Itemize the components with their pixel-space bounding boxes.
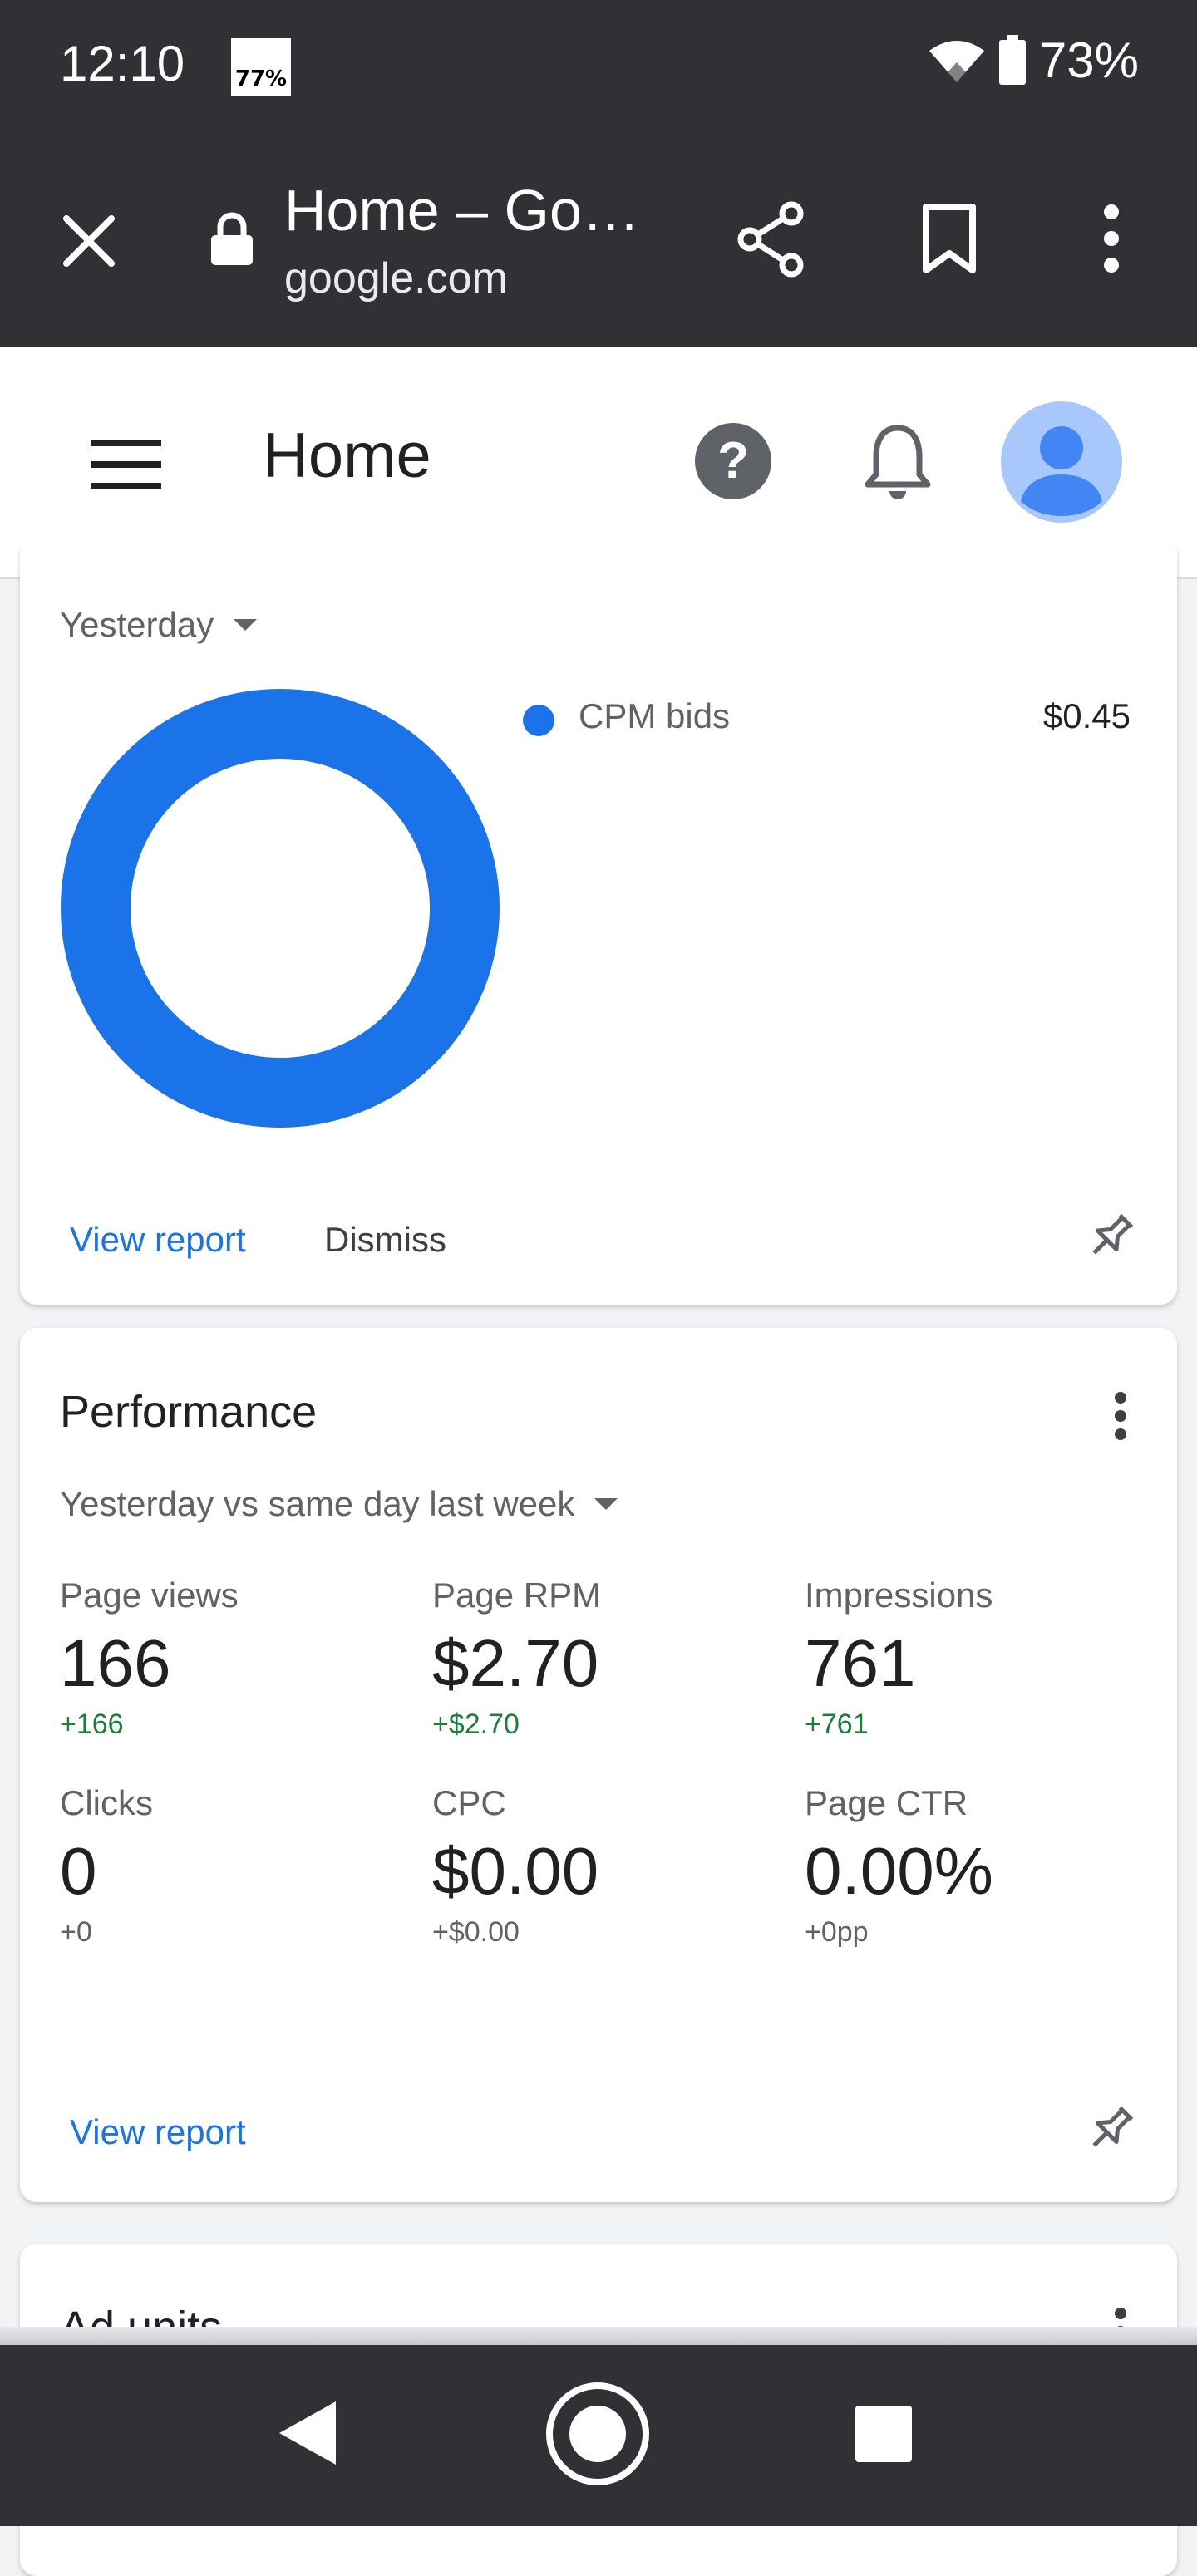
status-indicators: 73% <box>928 32 1139 89</box>
dismiss-button[interactable]: Dismiss <box>324 1220 446 1259</box>
donut-chart <box>61 689 500 1128</box>
metric-change: +761 <box>805 1708 869 1740</box>
notification-badge-text: 77% <box>234 66 288 91</box>
metric-cpc: CPC $0.00 +$0.00 <box>432 1783 798 1949</box>
share-icon[interactable] <box>735 200 806 278</box>
donut-slice-cpm-bids <box>61 689 500 1128</box>
metric-label: Impressions <box>805 1576 993 1615</box>
metric-change: +0 <box>60 1916 92 1948</box>
wifi-icon <box>929 40 984 82</box>
date-range-dropdown[interactable]: Yesterday <box>60 605 258 645</box>
pin-icon[interactable] <box>1084 2102 1137 2156</box>
notification-icon: 77% <box>231 38 291 96</box>
bookmark-icon[interactable] <box>921 204 978 273</box>
url-domain[interactable]: google.com <box>284 254 508 302</box>
browser-toolbar: Home – Go… google.com <box>0 137 1197 347</box>
battery-percent: 73% <box>1038 32 1139 88</box>
status-time: 12:10 <box>60 36 185 91</box>
home-icon[interactable] <box>544 2380 652 2488</box>
more-vert-icon[interactable] <box>1111 1391 1130 1441</box>
metric-change: +0pp <box>805 1916 869 1948</box>
metric-value: 761 <box>805 1626 916 1700</box>
app-header: Home ? <box>0 347 1197 579</box>
metric-value: $2.70 <box>432 1626 599 1700</box>
metric-value: 0.00% <box>805 1834 993 1908</box>
metric-impressions: Impressions 761 +761 <box>805 1576 1170 1741</box>
view-report-button[interactable]: View report <box>70 2112 246 2151</box>
bids-card: Yesterday CPM bids $0.45 View report Dism… <box>20 548 1177 1305</box>
svg-text:?: ? <box>717 432 749 489</box>
battery-icon <box>998 34 1026 85</box>
page-title-in-url-bar[interactable]: Home – Go… <box>284 178 640 243</box>
notifications-bell-icon[interactable] <box>863 423 933 501</box>
close-icon[interactable] <box>60 212 118 270</box>
metric-change: +$2.70 <box>432 1708 520 1740</box>
metric-change: +166 <box>60 1708 124 1740</box>
metric-value: 0 <box>60 1834 97 1908</box>
help-icon[interactable]: ? <box>695 423 771 499</box>
nav-shadow <box>0 2327 1197 2345</box>
metric-clicks: Clicks 0 +0 <box>60 1783 426 1949</box>
legend-value: $0.45 <box>1042 696 1130 735</box>
legend-label: CPM bids <box>579 696 731 735</box>
legend-dot <box>523 705 554 736</box>
metric-change: +$0.00 <box>432 1916 520 1948</box>
more-vert-icon[interactable] <box>1097 204 1126 273</box>
system-nav-bar <box>0 2345 1197 2526</box>
caret-down-icon <box>234 619 258 631</box>
comparison-dropdown[interactable]: Yesterday vs same day last week <box>60 1484 618 1524</box>
metric-value: $0.00 <box>432 1834 599 1908</box>
metric-label: Page views <box>60 1576 239 1615</box>
avatar[interactable] <box>1001 401 1122 523</box>
metric-page-ctr: Page CTR 0.00% +0pp <box>805 1783 1170 1949</box>
pin-icon[interactable] <box>1084 1210 1137 1263</box>
metric-label: Clicks <box>60 1783 153 1822</box>
caret-down-icon <box>594 1498 618 1510</box>
overview-icon[interactable] <box>855 2405 913 2463</box>
metric-label: CPC <box>432 1783 506 1822</box>
page-title: Home <box>263 420 431 491</box>
metric-page-views: Page views 166 +166 <box>60 1576 426 1741</box>
view-report-button[interactable]: View report <box>70 1220 246 1259</box>
metric-label: Page CTR <box>805 1783 968 1822</box>
metric-value: 166 <box>60 1626 171 1700</box>
back-icon[interactable] <box>278 2400 337 2466</box>
status-bar: 12:10 77% 73% <box>0 0 1197 137</box>
hamburger-menu-icon[interactable] <box>91 438 161 491</box>
performance-title: Performance <box>60 1387 318 1437</box>
date-range-label: Yesterday <box>60 605 214 644</box>
performance-card: Performance Yesterday vs same day last w… <box>20 1328 1177 2202</box>
lock-icon <box>211 212 253 265</box>
comparison-label: Yesterday vs same day last week <box>60 1484 575 1523</box>
metric-page-rpm: Page RPM $2.70 +$2.70 <box>432 1576 798 1741</box>
metric-label: Page RPM <box>432 1576 602 1615</box>
